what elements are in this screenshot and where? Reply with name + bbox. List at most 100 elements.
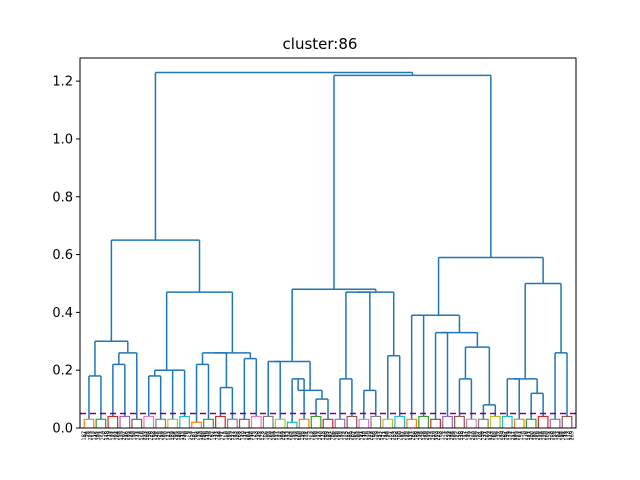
leaf-label: 81 (193, 431, 199, 437)
leaf-label: 204 (557, 431, 563, 441)
leaf-label: 14 (243, 431, 249, 437)
leaf-label: 135 (306, 431, 312, 441)
leaf-label: 301 (96, 431, 102, 441)
leaf-label: 273 (515, 431, 521, 441)
leaf-label: 12 (293, 431, 299, 437)
leaf-label: 188 (414, 431, 420, 441)
leaf-label: 177 (278, 431, 284, 441)
leaf-label: 87 (161, 431, 167, 437)
leaf-label: 91 (358, 431, 364, 437)
leaf-cluster (119, 415, 131, 428)
leaf-cluster (501, 415, 513, 428)
leaf-label: 96 (333, 431, 339, 437)
leaf-cluster (203, 418, 214, 428)
chart-title: cluster:86 (283, 35, 358, 53)
leaf-label: 37 (496, 431, 502, 437)
leaf-label: 113 (180, 431, 186, 441)
leaf-label: 300 (530, 431, 536, 441)
leaf-label: 18 (337, 431, 343, 437)
leaf-cluster (561, 415, 573, 428)
leaf-cluster (83, 418, 95, 428)
leaf-label: 210 (431, 431, 437, 441)
leaf-label: 270 (435, 431, 441, 441)
leaf-label: 124 (128, 431, 134, 441)
leaf-label: 163 (253, 431, 259, 441)
leaf-label: 255 (456, 431, 462, 441)
leaf-label: 217 (463, 431, 469, 441)
leaf-label: 121 (538, 431, 544, 441)
leaf-label: 145 (155, 431, 161, 441)
leaf-label: 45 (94, 431, 100, 437)
leaf-label: 87 (400, 431, 406, 437)
leaf-label: 161 (352, 431, 358, 441)
leaf-label: 90 (479, 431, 485, 437)
leaf-label: 23 (429, 431, 435, 437)
leaf-label: 278 (295, 431, 301, 441)
leaf-label: 33 (109, 431, 115, 437)
leaf-label: 59 (396, 431, 402, 437)
leaf-label: 254 (188, 431, 194, 441)
leaf-label: 77 (98, 431, 104, 437)
leaf-label: 49 (130, 431, 136, 437)
leaf-label: 257 (377, 431, 383, 441)
leaf-label: 190 (132, 431, 138, 441)
leaf-label: 148 (105, 431, 111, 441)
leaf-label: 207 (121, 431, 127, 441)
leaf-cluster (215, 415, 226, 428)
leaf-label: 221 (304, 431, 310, 441)
leaf-cluster (179, 415, 190, 428)
leaf-label: 40 (178, 431, 184, 437)
leaf-label: 262 (410, 431, 416, 441)
leaf-label: 8 (138, 431, 144, 434)
leaf-label: 39 (375, 431, 381, 437)
leaf-cluster (227, 418, 238, 428)
leaf-label: 48 (301, 431, 307, 437)
leaf-cluster (358, 418, 370, 428)
leaf-label: 156 (140, 431, 146, 441)
leaf-label: 132 (394, 431, 400, 441)
leaf-cluster (430, 418, 441, 428)
leaf-label: 35 (347, 431, 353, 437)
leaf-label: 266 (335, 431, 341, 441)
leaf-label: 130 (169, 431, 175, 441)
leaf-label: 97 (465, 431, 471, 437)
leaf-cluster (370, 415, 382, 428)
leaf-label: 218 (159, 431, 165, 441)
leaf-label: 13 (90, 431, 96, 437)
leaf-cluster (477, 418, 489, 428)
leaf-label: 176 (364, 431, 370, 441)
leaf-label: 299 (280, 431, 286, 441)
leaf-label: 187 (82, 431, 88, 441)
y-tick-label: 0.2 (52, 364, 73, 379)
leaf-label: 186 (264, 431, 270, 441)
y-tick-label: 1.2 (52, 75, 73, 90)
leaf-label: 211 (511, 431, 517, 441)
leaf-label: 226 (182, 431, 188, 441)
leaf-label: 104 (247, 431, 253, 441)
leaf-label: 133 (119, 431, 125, 441)
leaf-label: 195 (299, 431, 305, 441)
leaf-label: 136 (473, 431, 479, 441)
leaf-label: 129 (500, 431, 506, 441)
leaf-label: 244 (360, 431, 366, 441)
leaf-label: 30 (540, 431, 546, 437)
leaf-cluster (525, 418, 537, 428)
leaf-label: 105 (513, 431, 519, 441)
leaf-label: 233 (142, 431, 148, 441)
leaf-label: 75 (251, 431, 257, 437)
leaf-label: 184 (452, 431, 458, 441)
leaf-cluster (95, 418, 107, 428)
leaf-label: 170 (314, 431, 320, 441)
leaf-label: 116 (567, 431, 573, 441)
leaf-label: 6 (102, 431, 108, 434)
leaf-label: 219 (107, 431, 113, 441)
leaf-label: 79 (423, 431, 429, 437)
leaf-label: 167 (387, 431, 393, 441)
leaf-cluster (143, 415, 155, 428)
leaf-label: 264 (115, 431, 121, 441)
leaf-label: 50 (412, 431, 418, 437)
leaf-cluster (107, 415, 119, 428)
leaf-label: 92 (113, 431, 119, 437)
leaf-label: 246 (419, 431, 425, 441)
